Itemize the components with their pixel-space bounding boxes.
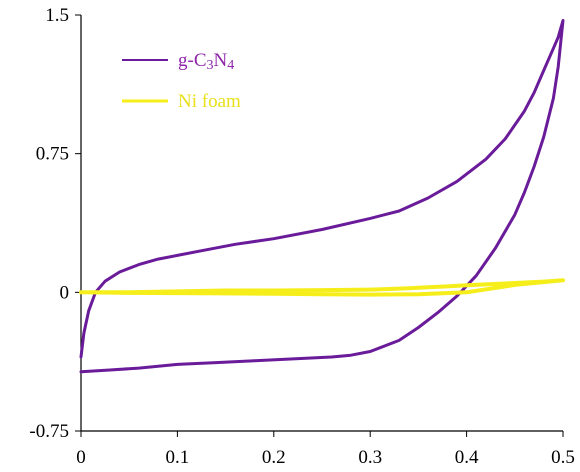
legend-label-ni-foam: Ni foam [178, 91, 241, 112]
axes: -0.75 0 0.75 1.5 0 0.1 0.2 0.3 0.4 0.5 [29, 5, 574, 468]
legend: g-C3N4 Ni foam [122, 50, 241, 112]
x-tick-label: 0.1 [166, 447, 190, 468]
x-tick-label: 0.2 [262, 447, 286, 468]
x-tick-label: 0.3 [358, 447, 382, 468]
y-tick-label: 1.5 [45, 5, 69, 26]
y-tick-label: -0.75 [29, 421, 69, 442]
x-tick-label: 0 [76, 447, 86, 468]
y-tick-label: 0.75 [36, 144, 69, 165]
series-line-g-c3n4 [79, 19, 565, 374]
legend-label-g-c3n4: g-C3N4 [178, 50, 234, 73]
series-layer [79, 19, 565, 374]
y-tick-label: 0 [60, 282, 70, 303]
x-tick-label: 0.5 [551, 447, 575, 468]
series-line-ni-foam [79, 278, 565, 297]
x-tick-label: 0.4 [455, 447, 479, 468]
